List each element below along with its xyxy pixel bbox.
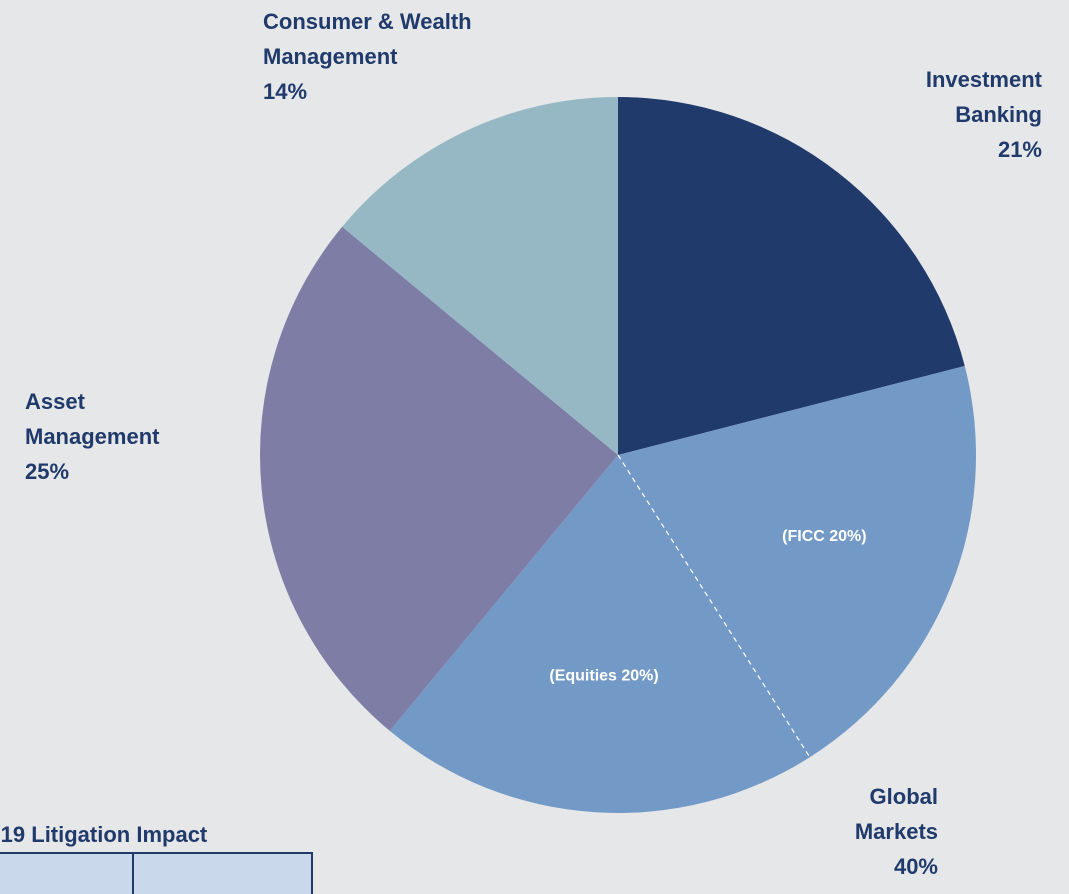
part-label: (FICC 20%) (782, 528, 866, 545)
category-label: Global Markets (854, 784, 938, 844)
value-label: 21% (997, 137, 1042, 162)
pie-slice (260, 226, 618, 731)
table-cell (134, 854, 313, 894)
pie-slice (389, 365, 976, 813)
category-label: Consumer & Wealth Management (263, 9, 472, 69)
pie-slice (342, 97, 618, 455)
category-label: Asset Management (25, 389, 160, 449)
slice-label: Global Markets 40% (818, 779, 938, 884)
category-label: Investment Banking (925, 67, 1042, 127)
part-divider (617, 454, 811, 758)
slice-label: Asset Management 25% (25, 384, 210, 489)
table-title: Y19 Litigation Impact (0, 822, 208, 847)
pie-slice (618, 97, 965, 455)
value-label: 40% (893, 854, 938, 879)
table-cell (0, 854, 135, 894)
table (0, 852, 313, 894)
slice-label: Consumer & Wealth Management 14% (263, 4, 563, 109)
value-label: 25% (25, 459, 70, 484)
value-label: 14% (263, 79, 308, 104)
slice-label: Investment Banking 21% (872, 62, 1042, 167)
part-label: (Equities 20%) (549, 668, 658, 685)
